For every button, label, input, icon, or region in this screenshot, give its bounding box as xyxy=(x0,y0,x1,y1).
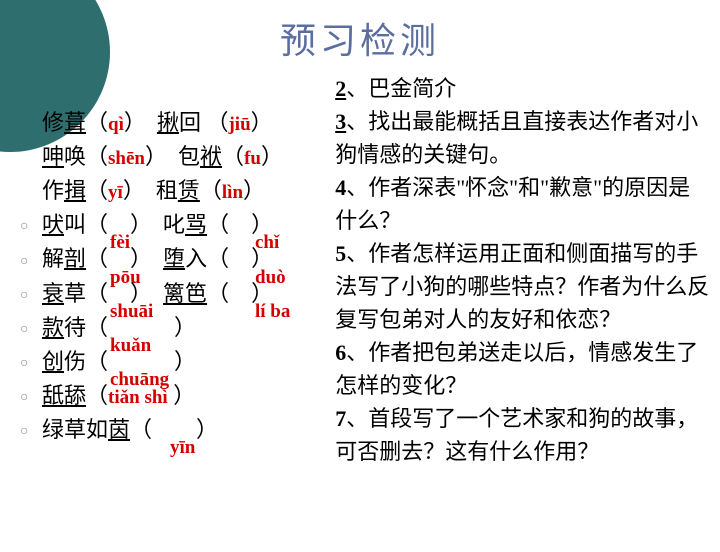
bullet-icon: ○ xyxy=(20,353,34,375)
phonetic-row: 呻唤（shēn） 包袱（fu） xyxy=(20,140,331,174)
phonetic-row: ○吠叫（ ） 叱骂（ ） xyxy=(20,208,331,242)
question-item: 6、作者把包弟送走以后，情感发生了怎样的变化？ xyxy=(335,336,710,402)
bullet-icon: ○ xyxy=(20,319,34,341)
question-item: 7、首段写了一个艺术家和狗的故事，可否删去？这有什么作用？ xyxy=(335,402,710,468)
right-column: 2、巴金简介3、找出最能概括且直接表达作者对小狗情感的关键句。4、作者深表"怀念… xyxy=(331,72,720,468)
phonetic-row: ○舐舔（tiǎn shì ） xyxy=(20,379,331,413)
question-item: 4、作者深表"怀念"和"歉意"的原因是什么？ xyxy=(335,171,710,237)
bullet-icon: ○ xyxy=(20,251,34,273)
left-column: 1、注音修葺（qì） 揪回 （jiū）呻唤（shēn） 包袱（fu）作揖（yī）… xyxy=(0,72,331,468)
phonetic-row: ○款待（ ） xyxy=(20,311,331,345)
question-item: 3、找出最能概括且直接表达作者对小狗情感的关键句。 xyxy=(335,105,710,171)
bullet-icon: ○ xyxy=(20,387,34,409)
content-area: 1、注音修葺（qì） 揪回 （jiū）呻唤（shēn） 包袱（fu）作揖（yī）… xyxy=(0,72,720,468)
question-item: 2、巴金简介 xyxy=(335,72,710,105)
bullet-icon: ○ xyxy=(20,285,34,307)
phonetic-row: ○创伤（ ） xyxy=(20,345,331,379)
bullet-icon: ○ xyxy=(20,421,34,443)
question-item: 5、作者怎样运用正面和侧面描写的手法写了小狗的哪些特点？作者为什么反复写包弟对人… xyxy=(335,237,710,336)
phonetic-row: 修葺（qì） 揪回 （jiū） xyxy=(20,106,331,140)
bullet-icon: ○ xyxy=(20,216,34,238)
phonetic-row: 作揖（yī） 租赁（lìn） xyxy=(20,174,331,208)
